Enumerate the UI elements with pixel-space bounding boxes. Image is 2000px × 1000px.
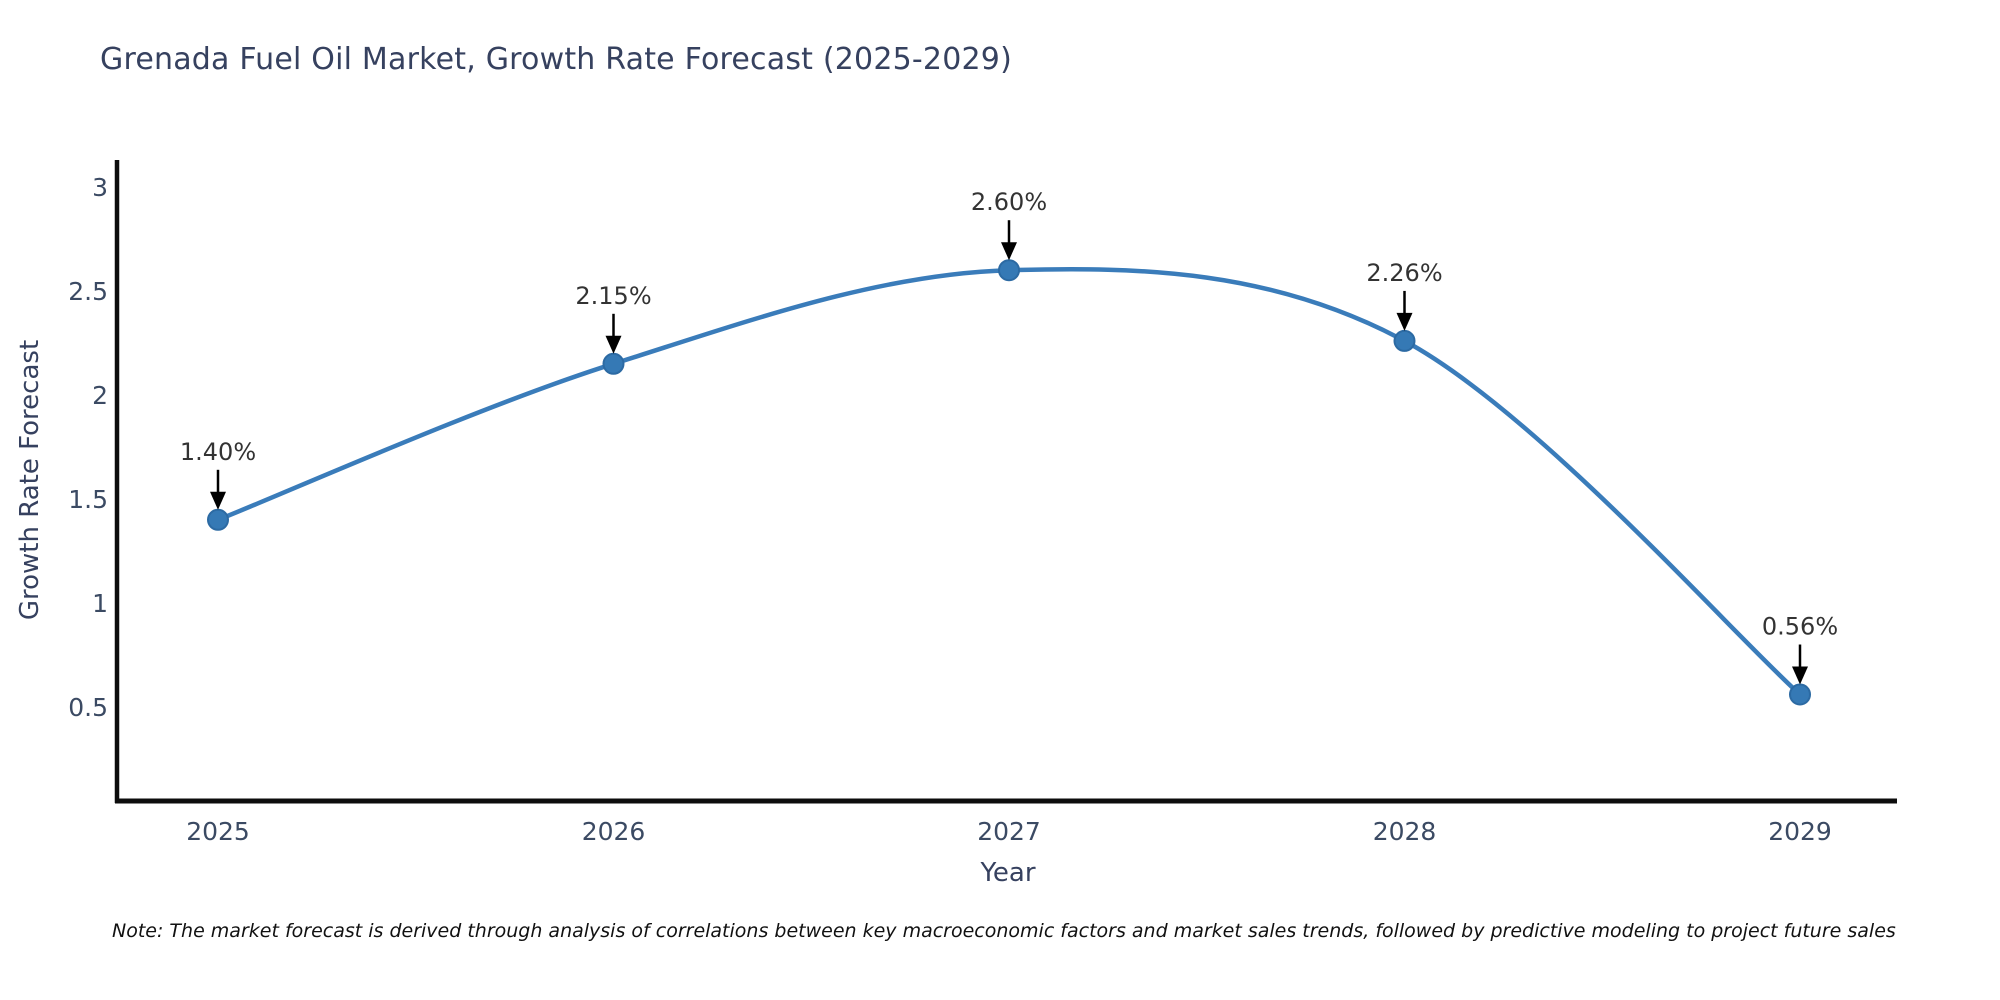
annotation-arrowhead xyxy=(605,335,622,354)
data-point-marker xyxy=(602,352,625,375)
annotation-arrowhead xyxy=(1001,242,1017,261)
y-tick-label: 0.5 xyxy=(68,693,108,722)
chart-footnote: Note: The market forecast is derived thr… xyxy=(112,920,1896,942)
point-value-label: 1.40% xyxy=(180,438,256,466)
data-point-marker xyxy=(207,508,229,531)
data-point-marker xyxy=(998,259,1020,282)
chart-title: Grenada Fuel Oil Market, Growth Rate For… xyxy=(100,42,1012,77)
x-axis-title: Year xyxy=(980,858,1036,888)
point-value-label: 2.60% xyxy=(971,188,1047,216)
x-tick-label: 2025 xyxy=(186,817,250,846)
x-tick-label: 2027 xyxy=(977,817,1041,846)
x-tick-label: 2026 xyxy=(582,817,646,846)
point-value-label: 0.56% xyxy=(1762,613,1838,641)
x-tick-label: 2028 xyxy=(1373,817,1437,846)
y-tick-label: 2.5 xyxy=(68,277,108,306)
y-tick-label: 2 xyxy=(92,381,108,410)
data-point-marker xyxy=(1393,329,1416,352)
trend-line xyxy=(215,266,1803,697)
point-value-label: 2.15% xyxy=(575,282,651,310)
annotation-arrowhead xyxy=(210,491,226,510)
data-point-marker xyxy=(1789,683,1811,706)
annotation-arrowhead xyxy=(1396,312,1413,331)
y-tick-label: 1.5 xyxy=(68,485,108,514)
annotation-arrowhead xyxy=(1792,666,1808,685)
y-tick-label: 1 xyxy=(92,589,108,618)
point-value-label: 2.26% xyxy=(1366,259,1442,287)
y-tick-label: 3 xyxy=(92,173,108,202)
x-tick-label: 2029 xyxy=(1768,817,1832,846)
